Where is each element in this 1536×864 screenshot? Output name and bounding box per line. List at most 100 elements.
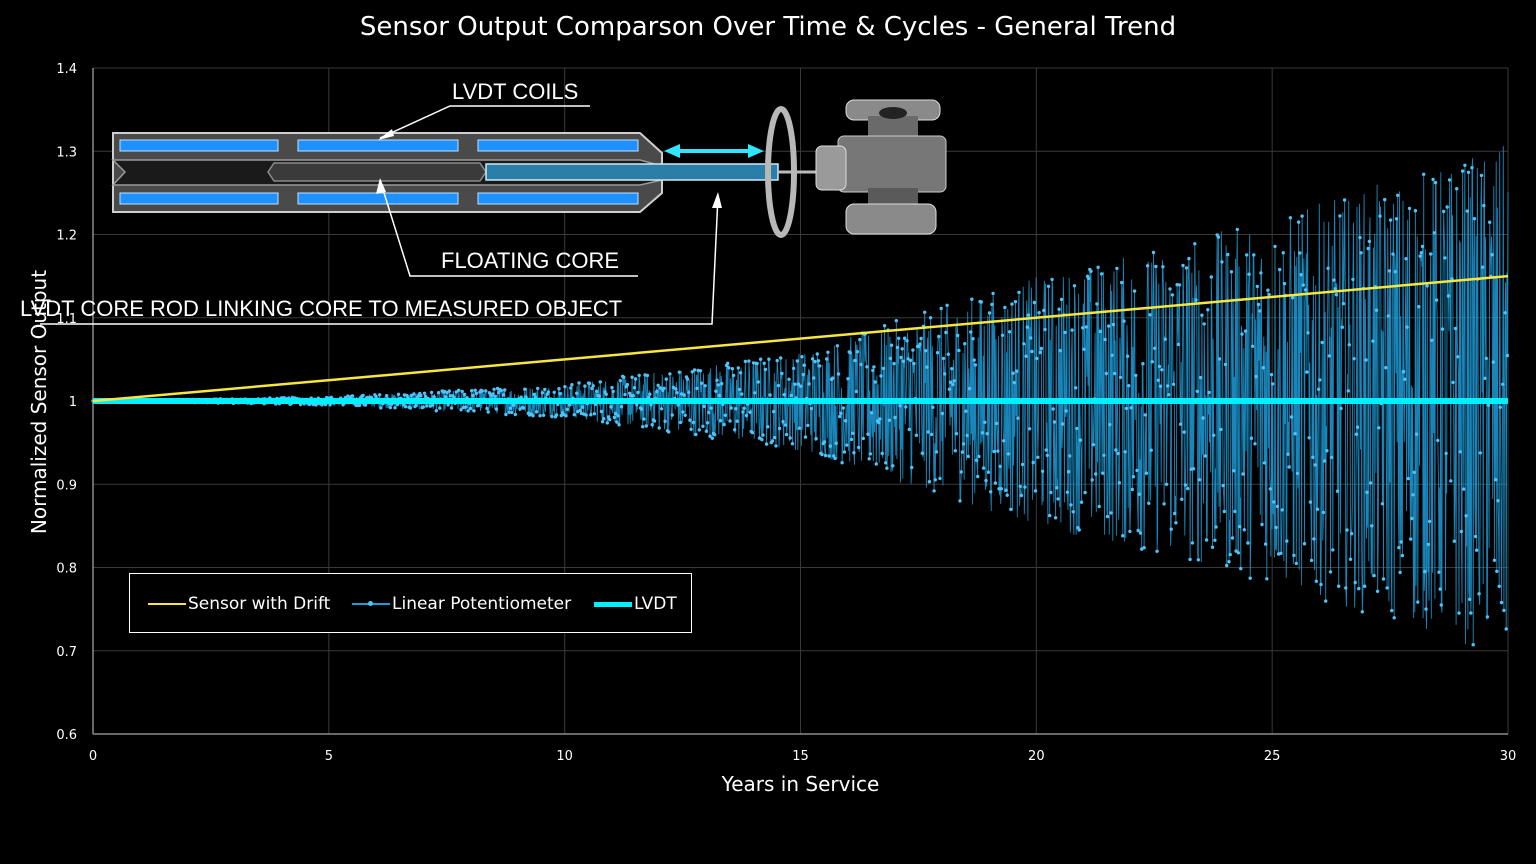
potentiometer-point [1445, 205, 1449, 209]
potentiometer-point [695, 386, 699, 391]
potentiometer-point [1354, 432, 1359, 436]
potentiometer-point [1136, 528, 1140, 533]
potentiometer-point [1449, 479, 1453, 483]
potentiometer-point [611, 389, 615, 394]
potentiometer-point [1358, 235, 1362, 240]
potentiometer-point [708, 434, 712, 438]
potentiometer-point [1116, 451, 1120, 456]
potentiometer-point [1163, 337, 1168, 341]
potentiometer-point [1403, 377, 1407, 381]
potentiometer-point [664, 377, 668, 381]
x-tick-label: 25 [1264, 749, 1281, 764]
valve-icon [815, 99, 947, 235]
potentiometer-point [454, 390, 458, 394]
potentiometer-point [965, 433, 969, 438]
potentiometer-point [1401, 370, 1406, 374]
potentiometer-point [999, 487, 1003, 491]
potentiometer-point [1010, 302, 1014, 306]
potentiometer-point [703, 384, 707, 388]
potentiometer-point [1013, 300, 1018, 304]
potentiometer-point [1115, 266, 1119, 271]
potentiometer-point [776, 383, 781, 388]
potentiometer-point [1089, 269, 1093, 273]
potentiometer-point [1427, 519, 1432, 524]
potentiometer-point [1287, 465, 1291, 469]
potentiometer-point [1048, 513, 1052, 518]
potentiometer-point [1351, 277, 1355, 282]
potentiometer-point [1225, 563, 1229, 568]
potentiometer-point [587, 381, 592, 386]
potentiometer-point [1131, 475, 1136, 479]
potentiometer-point [1434, 298, 1439, 302]
potentiometer-point [1143, 413, 1148, 417]
legend-label-lvdt: LVDT [634, 594, 677, 614]
potentiometer-point [644, 424, 648, 428]
potentiometer-point [801, 372, 805, 377]
potentiometer-point [1307, 436, 1311, 440]
potentiometer-point [659, 407, 664, 411]
potentiometer-point [1226, 252, 1230, 257]
potentiometer-point [616, 414, 620, 418]
potentiometer-point [1129, 406, 1133, 410]
potentiometer-point [1086, 276, 1091, 281]
potentiometer-point [846, 377, 850, 381]
potentiometer-point [618, 379, 622, 383]
potentiometer-point [1368, 481, 1373, 485]
potentiometer-point [409, 393, 414, 398]
potentiometer-point [1296, 220, 1301, 224]
potentiometer-point [536, 386, 540, 391]
potentiometer-point [1101, 471, 1105, 475]
coil-segment [297, 139, 459, 152]
potentiometer-point [842, 450, 847, 454]
potentiometer-point [602, 417, 606, 421]
potentiometer-point [499, 388, 503, 393]
potentiometer-point [1315, 507, 1320, 511]
handwheel-icon [765, 106, 797, 238]
potentiometer-point [447, 389, 451, 393]
potentiometer-point [438, 406, 442, 410]
leader-core [379, 179, 638, 277]
potentiometer-point [809, 406, 814, 411]
potentiometer-point [1242, 528, 1247, 532]
potentiometer-point [1378, 214, 1382, 218]
x-axis-label: Years in Service [721, 772, 880, 796]
potentiometer-point [927, 480, 932, 484]
potentiometer-point [1096, 265, 1100, 269]
potentiometer-point [901, 359, 906, 363]
potentiometer-point [1495, 569, 1499, 573]
potentiometer-point [1407, 206, 1412, 211]
potentiometer-point [943, 372, 947, 376]
potentiometer-point [1035, 356, 1039, 361]
potentiometer-point [1148, 313, 1152, 317]
potentiometer-point [688, 418, 692, 422]
potentiometer-point [1289, 415, 1294, 419]
potentiometer-point [816, 359, 821, 363]
legend-swatch-potentiometer [352, 601, 390, 606]
potentiometer-point [877, 420, 881, 425]
potentiometer-point [1246, 541, 1250, 545]
potentiometer-point [1174, 521, 1178, 525]
potentiometer-point [1268, 487, 1273, 491]
potentiometer-point [1380, 502, 1385, 506]
potentiometer-point [1295, 471, 1300, 476]
potentiometer-point [1237, 524, 1242, 529]
potentiometer-point [1463, 163, 1467, 167]
potentiometer-point [1016, 416, 1020, 420]
potentiometer-point [1399, 540, 1403, 544]
potentiometer-point [1249, 436, 1254, 440]
potentiometer-point [1012, 380, 1016, 385]
potentiometer-point [682, 393, 686, 397]
potentiometer-point [1111, 322, 1116, 327]
potentiometer-point [1095, 302, 1099, 306]
potentiometer-point [878, 417, 882, 421]
potentiometer-point [584, 413, 588, 417]
potentiometer-point [1194, 298, 1198, 302]
potentiometer-point [1253, 442, 1257, 446]
potentiometer-point [952, 379, 956, 383]
potentiometer-point [773, 435, 777, 440]
potentiometer-point [1108, 422, 1112, 427]
potentiometer-point [868, 452, 873, 456]
potentiometer-point [550, 414, 554, 419]
potentiometer-point [1359, 251, 1363, 255]
potentiometer-point [1414, 432, 1419, 436]
